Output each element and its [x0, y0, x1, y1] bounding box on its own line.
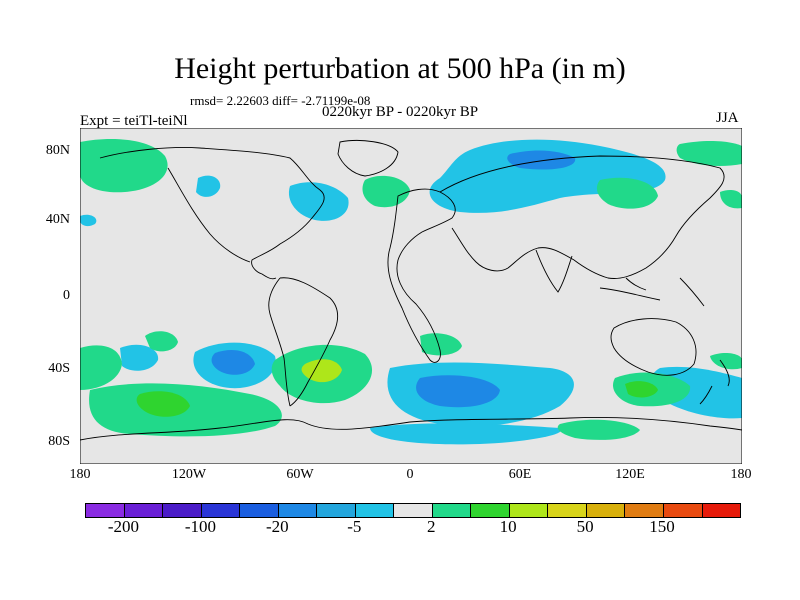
perturbation-fields [80, 138, 742, 445]
colorbar-label: 50 [576, 517, 594, 536]
period-label: 0220kyr BP - 0220kyr BP [322, 104, 479, 120]
lat-label-80s: 80S [48, 434, 70, 449]
map-svg [80, 128, 742, 464]
colorbar-swatch [471, 504, 510, 517]
colorbar [85, 503, 741, 518]
stats-text: rmsd= 2.22603 diff= -2.71199e-08 [190, 93, 371, 108]
lon-label-0: 0 [406, 467, 414, 482]
colorbar-swatch [124, 504, 164, 517]
colorbar-swatch [509, 504, 549, 517]
colorbar-swatch [86, 504, 125, 517]
season-label: JJA [716, 110, 739, 126]
colorbar-swatch [240, 504, 279, 517]
lat-label-40s: 40S [48, 361, 70, 376]
lat-label-0: 0 [63, 288, 70, 303]
colorbar-label: -200 [107, 517, 140, 536]
experiment-label: Expt = teiTl-teiNl [80, 113, 188, 129]
colorbar-swatch [586, 504, 626, 517]
colorbar-label: -100 [184, 517, 216, 536]
colorbar-swatch [394, 504, 433, 517]
colorbar-swatch [702, 504, 741, 517]
colorbar-label: 10 [499, 517, 517, 536]
colorbar-label: 2 [426, 517, 436, 536]
colorbar-swatch [548, 504, 587, 517]
lon-label-120w: 120W [171, 467, 207, 482]
lat-label-40n: 40N [45, 212, 70, 227]
coastlines [80, 140, 742, 441]
colorbar-swatch [432, 504, 472, 517]
colorbar-swatch [625, 504, 664, 517]
colorbar-label: -5 [347, 517, 362, 536]
lon-label-60e: 60E [508, 467, 532, 482]
colorbar-swatch [355, 504, 395, 517]
lon-label-120e: 120E [615, 467, 645, 482]
map-panel [80, 128, 742, 464]
lon-label-180w: 180 [69, 467, 91, 482]
colorbar-label: 150 [649, 517, 675, 536]
colorbar-label: -20 [266, 517, 289, 536]
lat-label-80n: 80N [45, 143, 70, 158]
lon-label-180e: 180 [730, 467, 752, 482]
colorbar-swatch [278, 504, 318, 517]
colorbar-swatch [317, 504, 356, 517]
colorbar-swatch [663, 504, 703, 517]
colorbar-swatch [163, 504, 202, 517]
plot-title: Height perturbation at 500 hPa (in m) [174, 52, 626, 85]
colorbar-swatch [201, 504, 241, 517]
lon-label-60w: 60W [286, 467, 314, 482]
